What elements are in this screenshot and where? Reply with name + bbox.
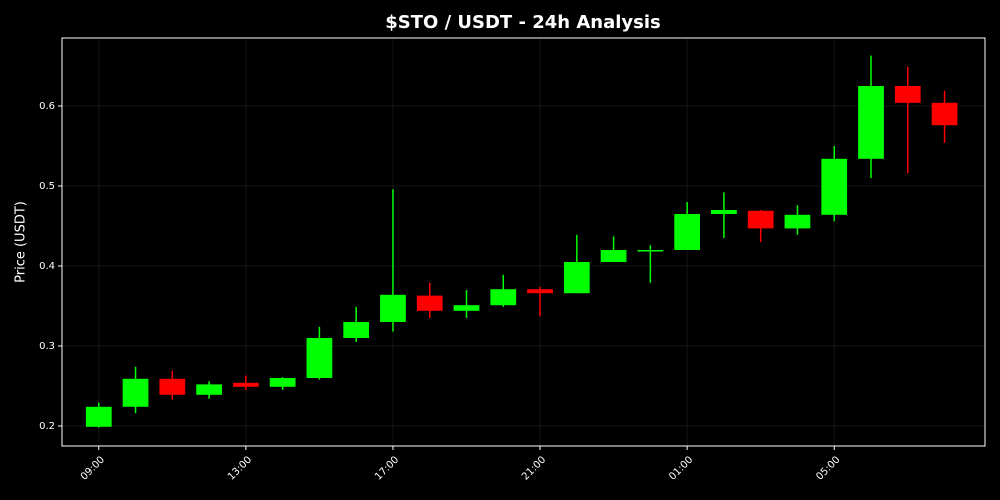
- candle-body: [600, 250, 627, 262]
- candle-body: [821, 158, 848, 215]
- x-tick-label: 13:00: [226, 454, 254, 482]
- candle-body: [894, 86, 921, 103]
- candle-body: [931, 102, 958, 126]
- candle-body: [269, 378, 296, 387]
- chart-title: $STO / USDT - 24h Analysis: [385, 12, 661, 33]
- candle-body: [306, 338, 333, 378]
- candle-body: [563, 262, 590, 294]
- candle-body: [380, 294, 406, 322]
- y-tick-label: 0.3: [39, 341, 55, 352]
- candle-body: [637, 250, 664, 252]
- y-tick-label: 0.2: [39, 421, 55, 432]
- y-tick-label: 0.6: [39, 101, 55, 112]
- candle-body: [343, 322, 370, 338]
- candle-body: [527, 289, 553, 294]
- plot-frame: [61, 37, 986, 447]
- y-tick-label: 0.5: [39, 181, 55, 192]
- candle-body: [711, 210, 737, 214]
- candle-body: [416, 295, 443, 311]
- candle-body: [85, 406, 112, 427]
- x-tick-label: 09:00: [79, 454, 107, 482]
- candle-body: [232, 382, 259, 387]
- candle-body: [453, 305, 480, 311]
- candle-body: [858, 86, 884, 159]
- x-tick-label: 17:00: [373, 454, 401, 482]
- x-tick-label: 21:00: [520, 454, 548, 482]
- candle-body: [747, 210, 774, 229]
- x-tick-label: 05:00: [814, 454, 842, 482]
- candle-body: [490, 289, 517, 306]
- candle-body: [159, 378, 186, 395]
- candle-body: [196, 384, 222, 395]
- candle-body: [674, 214, 701, 250]
- x-tick-label: 01:00: [667, 454, 695, 482]
- candle-body: [122, 378, 149, 407]
- y-tick-label: 0.4: [39, 261, 55, 272]
- y-axis-label: Price (USDT): [14, 201, 29, 283]
- candle-body: [784, 214, 811, 229]
